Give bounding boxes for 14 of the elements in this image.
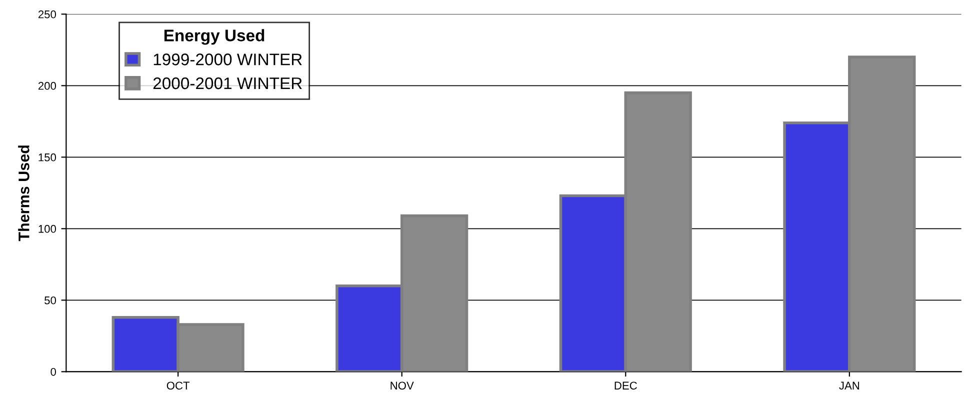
y-tick-label: 0 (50, 368, 56, 376)
x-tick-label: DEC (614, 382, 637, 390)
x-tick-label: NOV (390, 382, 414, 390)
x-tick-label: OCT (166, 382, 190, 390)
y-tick-label: 200 (38, 82, 56, 90)
y-tick-label: 100 (38, 224, 56, 233)
y-tick-label: 150 (38, 153, 56, 162)
legend-label: 1999-2000 WINTER (154, 54, 302, 66)
legend-label: 2000-2001 WINTER (153, 77, 302, 90)
x-tick-label: JAN (839, 382, 860, 390)
legend-title: Energy Used (164, 29, 264, 45)
y-tick-label: 250 (38, 10, 56, 18)
y-axis-title: Therms Used (18, 146, 30, 242)
y-tick-label: 50 (44, 296, 56, 304)
